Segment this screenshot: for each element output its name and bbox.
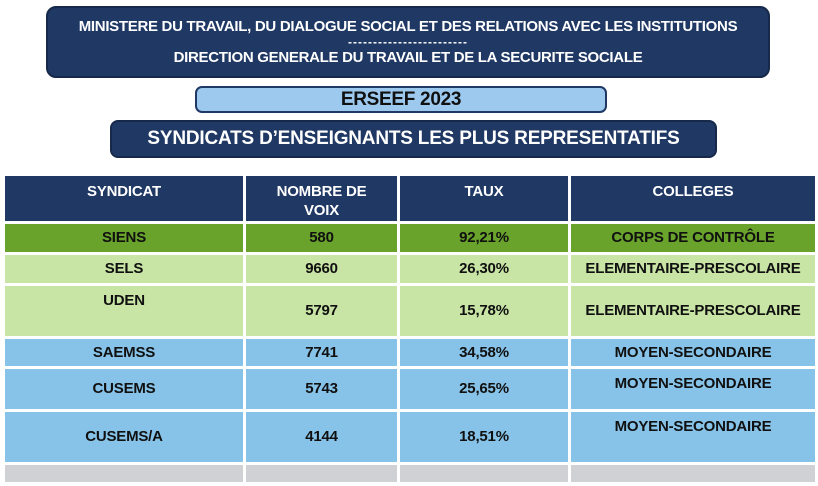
cell-voix: 7741 (246, 338, 397, 366)
cell-voix: 9660 (246, 254, 397, 283)
cell-taux: 26,30% (400, 254, 568, 283)
table-row: SIENS 580 92,21% CORPS DE CONTRÔLE (5, 223, 815, 252)
cell-voix (246, 464, 397, 482)
cell-college: MOYEN-SECONDAIRE (571, 411, 815, 462)
cell-taux: 15,78% (400, 285, 568, 336)
cell-voix: 5797 (246, 285, 397, 336)
cell-syndicat: SIENS (5, 223, 243, 252)
table-row: SAEMSS 7741 34,58% MOYEN-SECONDAIRE (5, 338, 815, 366)
title-banner-label: SYNDICATS D’ENSEIGNANTS LES PLUS REPRESE… (147, 128, 680, 149)
cell-voix: 5743 (246, 368, 397, 409)
column-header-syndicat: SYNDICAT (5, 176, 243, 221)
cell-college: ELEMENTAIRE-PRESCOLAIRE (571, 254, 815, 283)
cell-syndicat (5, 464, 243, 482)
cell-college: MOYEN-SECONDAIRE (571, 338, 815, 366)
report-badge: ERSEEF 2023 (195, 86, 607, 113)
cell-college: ELEMENTAIRE-PRESCOLAIRE (571, 285, 815, 336)
cell-syndicat: CUSEMS (5, 368, 243, 409)
cell-syndicat: SELS (5, 254, 243, 283)
cell-taux: 34,58% (400, 338, 568, 366)
column-header-nombre-de-voix: NOMBRE DE VOIX (246, 176, 397, 221)
cell-college: MOYEN-SECONDAIRE (571, 368, 815, 409)
report-badge-label: ERSEEF 2023 (340, 88, 462, 110)
cell-college (571, 464, 815, 482)
ministry-banner-separator: ------------------------ (348, 35, 468, 49)
cell-taux: 25,65% (400, 368, 568, 409)
title-banner: SYNDICATS D’ENSEIGNANTS LES PLUS REPRESE… (110, 120, 717, 158)
cell-taux: 92,21% (400, 223, 568, 252)
ministry-banner: MINISTERE DU TRAVAIL, DU DIALOGUE SOCIAL… (46, 6, 770, 78)
results-table: SYNDICAT NOMBRE DE VOIX TAUX COLLEGES SI… (2, 173, 818, 485)
cell-syndicat: UDEN (5, 285, 243, 336)
table-row: CUSEMS 5743 25,65% MOYEN-SECONDAIRE (5, 368, 815, 409)
cell-syndicat: SAEMSS (5, 338, 243, 366)
column-header-colleges: COLLEGES (571, 176, 815, 221)
cell-college: CORPS DE CONTRÔLE (571, 223, 815, 252)
table-header-row: SYNDICAT NOMBRE DE VOIX TAUX COLLEGES (5, 176, 815, 221)
table-row-empty (5, 464, 815, 482)
column-header-taux: TAUX (400, 176, 568, 221)
cell-syndicat: CUSEMS/A (5, 411, 243, 462)
cell-taux (400, 464, 568, 482)
cell-voix: 580 (246, 223, 397, 252)
table-row: UDEN 5797 15,78% ELEMENTAIRE-PRESCOLAIRE (5, 285, 815, 336)
table-row: CUSEMS/A 4144 18,51% MOYEN-SECONDAIRE (5, 411, 815, 462)
cell-voix: 4144 (246, 411, 397, 462)
ministry-banner-line2: DIRECTION GENERALE DU TRAVAIL ET DE LA S… (173, 49, 643, 66)
ministry-banner-line1: MINISTERE DU TRAVAIL, DU DIALOGUE SOCIAL… (78, 18, 738, 35)
table-row: SELS 9660 26,30% ELEMENTAIRE-PRESCOLAIRE (5, 254, 815, 283)
cell-taux: 18,51% (400, 411, 568, 462)
